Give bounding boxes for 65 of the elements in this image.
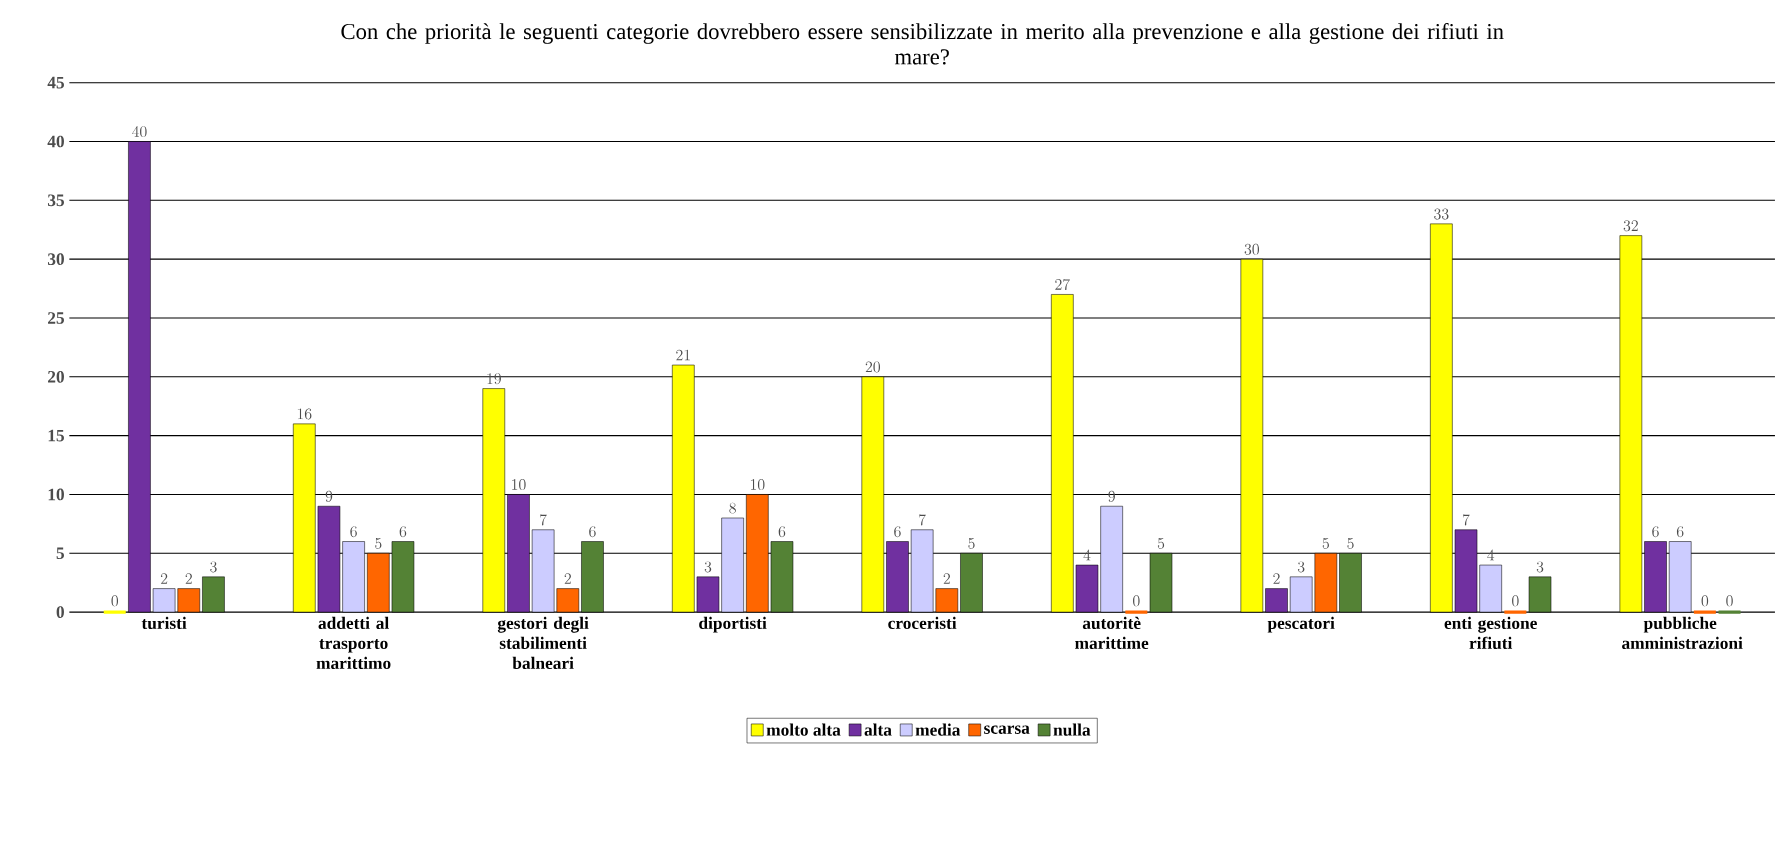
data-label: 7: [540, 514, 547, 526]
data-label: 40: [132, 125, 147, 138]
data-label: 5: [968, 537, 975, 549]
data-label: 5: [1322, 537, 1329, 549]
legend-label: molto alta: [766, 723, 841, 736]
chart-title: Con che priorità le seguenti categorie dovrebbero essere sensibilizzate in merito alla prevenzione e alla gestione dei rifiuti in mare?: [341, 22, 1504, 65]
data-label: 3: [1297, 561, 1305, 573]
data-label: 2: [160, 573, 168, 584]
legend-label: scarsa: [984, 725, 1030, 734]
data-label: 16: [297, 408, 312, 420]
data-label: 3: [210, 561, 217, 573]
data-label: 0: [1512, 595, 1519, 607]
data-label: 3: [1536, 561, 1544, 573]
data-label: 0: [1701, 595, 1709, 607]
data-label: 0: [1133, 595, 1140, 607]
data-label: 6: [1676, 526, 1684, 538]
data-label: 7: [1462, 514, 1470, 526]
x-tick-label: addetti al trasporto marittimo: [316, 616, 391, 669]
y-tick-label: 0: [56, 606, 64, 618]
y-tick-label: 5: [56, 547, 64, 559]
legend-label: alta: [864, 723, 892, 736]
x-tick-label: enti gestione rifiuti: [1444, 616, 1537, 649]
y-tick-label: 25: [48, 312, 64, 324]
data-label: 6: [350, 526, 357, 538]
y-tick-label: 30: [47, 253, 64, 265]
data-label: 10: [512, 479, 526, 490]
x-tick-label: pescatori: [1267, 616, 1335, 633]
data-label: 27: [1055, 278, 1070, 290]
data-label: 6: [399, 526, 407, 538]
x-tick-label: croceristi: [888, 616, 957, 629]
y-tick-label: 10: [48, 488, 64, 501]
data-label: 5: [375, 537, 382, 549]
data-label: 2: [943, 573, 950, 584]
x-tick-label: turisti: [141, 616, 187, 629]
data-label: 3: [704, 561, 712, 573]
data-label: 6: [589, 526, 596, 538]
data-label: 6: [1652, 526, 1659, 538]
data-label: 2: [185, 573, 192, 584]
y-tick-label: 15: [48, 429, 64, 442]
data-label: 6: [894, 526, 901, 538]
data-label: 6: [778, 526, 786, 538]
data-label: 20: [865, 361, 880, 373]
y-tick-label: 40: [47, 135, 64, 148]
y-tick-label: 45: [47, 76, 64, 89]
data-label: 0: [111, 595, 119, 607]
data-label: 10: [750, 479, 765, 490]
x-tick-label: autoritè marittime: [1075, 616, 1149, 649]
data-label: 2: [564, 573, 571, 584]
x-tick-label: pubbliche amministrazioni: [1622, 616, 1743, 649]
data-label: 5: [1347, 537, 1354, 549]
data-label: 5: [1157, 537, 1165, 549]
legend-label: nulla: [1053, 723, 1091, 736]
data-label: 7: [919, 514, 926, 526]
data-label: 32: [1623, 220, 1638, 232]
data-label: 2: [1273, 573, 1280, 584]
legend-label: media: [915, 723, 961, 736]
data-label: 33: [1434, 208, 1449, 220]
y-tick-label: 35: [47, 194, 64, 207]
data-label: 21: [676, 349, 690, 361]
x-tick-label: gestori degli stabilimenti balneari: [497, 616, 589, 669]
data-label: 8: [729, 502, 736, 514]
y-tick-label: 20: [48, 370, 64, 383]
data-label: 0: [1726, 595, 1733, 607]
x-tick-label: diportisti: [699, 616, 767, 633]
data-label: 30: [1244, 243, 1259, 255]
